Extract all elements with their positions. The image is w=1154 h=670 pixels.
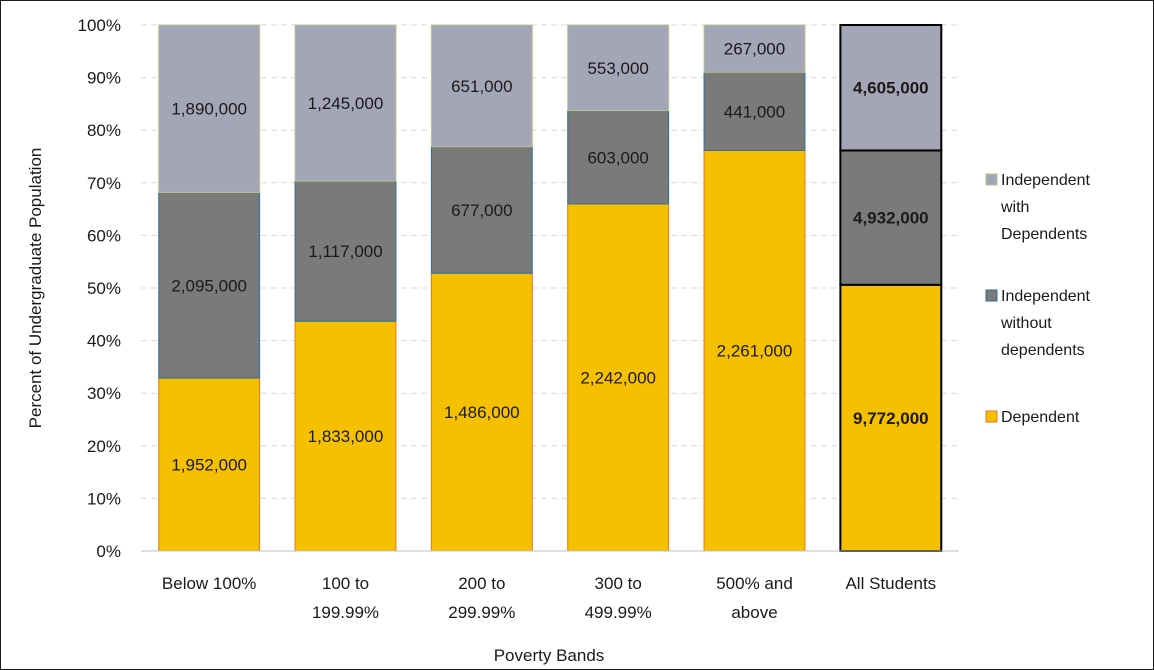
x-tick-label: 500% and	[716, 574, 793, 593]
x-tick-label: above	[731, 603, 777, 622]
x-axis-title: Poverty Bands	[494, 646, 605, 665]
legend-label: with	[1000, 199, 1029, 216]
bar-segment	[430, 146, 533, 274]
data-label: 441,000	[724, 102, 785, 121]
bar-segment	[703, 149, 806, 552]
bar-segment	[567, 24, 670, 112]
bar-segment	[294, 320, 397, 552]
data-label: 2,261,000	[717, 342, 793, 361]
data-label: 1,245,000	[308, 94, 384, 113]
bar-segment	[703, 71, 806, 151]
y-tick-label: 10%	[87, 489, 121, 508]
data-label: 4,605,000	[853, 79, 929, 98]
data-label: 4,932,000	[853, 209, 929, 228]
bars	[158, 24, 943, 552]
x-tick-label: Below 100%	[162, 574, 257, 593]
gridlines	[141, 24, 959, 499]
bar-segment	[703, 24, 806, 73]
y-tick-label: 70%	[87, 174, 121, 193]
legend-swatch	[985, 410, 998, 423]
legend-label: Independent	[1001, 172, 1091, 189]
legend-label: Dependent	[1001, 409, 1080, 426]
x-tick-label: 199.99%	[312, 603, 379, 622]
y-tick-label: 50%	[87, 279, 121, 298]
legend-label: without	[1000, 315, 1052, 332]
data-label: 553,000	[587, 59, 648, 78]
bar-segment	[839, 149, 943, 286]
y-tick-label: 20%	[87, 437, 121, 456]
legend-swatch	[985, 173, 998, 186]
x-tick-label: 100 to	[322, 574, 369, 593]
x-tick-label: 299.99%	[448, 603, 515, 622]
data-label: 677,000	[451, 201, 512, 220]
data-label: 1,486,000	[444, 403, 520, 422]
data-label: 2,242,000	[580, 368, 656, 387]
legend-label: Dependents	[1001, 226, 1087, 243]
x-tick-label: All Students	[845, 574, 936, 593]
data-label: 1,117,000	[308, 242, 382, 261]
legend-label: dependents	[1001, 342, 1085, 359]
y-tick-label: 100%	[78, 16, 121, 35]
y-tick-label: 40%	[87, 332, 121, 351]
y-tick-label: 90%	[87, 69, 121, 88]
bar-segment	[158, 377, 261, 552]
legend: Independent with Dependents Independent with…	[985, 172, 1091, 426]
x-tick-label: 499.99%	[585, 603, 652, 622]
bar-segment	[567, 203, 670, 552]
data-label: 1,833,000	[308, 427, 384, 446]
y-axis-title: Percent of Undergraduate Population	[26, 148, 45, 429]
bar-segment	[158, 191, 261, 379]
y-tick-label: 80%	[87, 121, 121, 140]
data-label: 1,952,000	[171, 456, 247, 475]
data-label: 2,095,000	[171, 276, 247, 295]
data-label: 603,000	[587, 148, 648, 167]
bar-segment	[158, 24, 261, 193]
x-axis-categories: Below 100% 100 to 199.99% 200 to 299.99% 300 …	[162, 574, 936, 622]
y-axis-ticks: 0% 10% 20% 30% 40% 50% 60% 70% 80% 90% 100%	[78, 16, 121, 561]
data-label: 1,890,000	[171, 100, 247, 119]
y-tick-label: 30%	[87, 384, 121, 403]
legend-label: Independent	[1001, 288, 1091, 305]
legend-swatch	[985, 289, 998, 302]
bar-segment	[430, 272, 533, 552]
bar-segment	[294, 24, 397, 182]
data-label: 9,772,000	[853, 409, 929, 428]
data-labels: 1,952,000 2,095,000 1,890,000 1,833,000 1,11…	[171, 40, 928, 475]
x-tick-label: 200 to	[458, 574, 505, 593]
bar-segment	[839, 24, 943, 152]
bar-segment	[430, 24, 533, 148]
x-tick-label: 300 to	[595, 574, 642, 593]
y-tick-label: 60%	[87, 226, 121, 245]
data-label: 267,000	[724, 40, 785, 59]
y-tick-label: 0%	[96, 542, 121, 561]
data-label: 651,000	[451, 77, 512, 96]
